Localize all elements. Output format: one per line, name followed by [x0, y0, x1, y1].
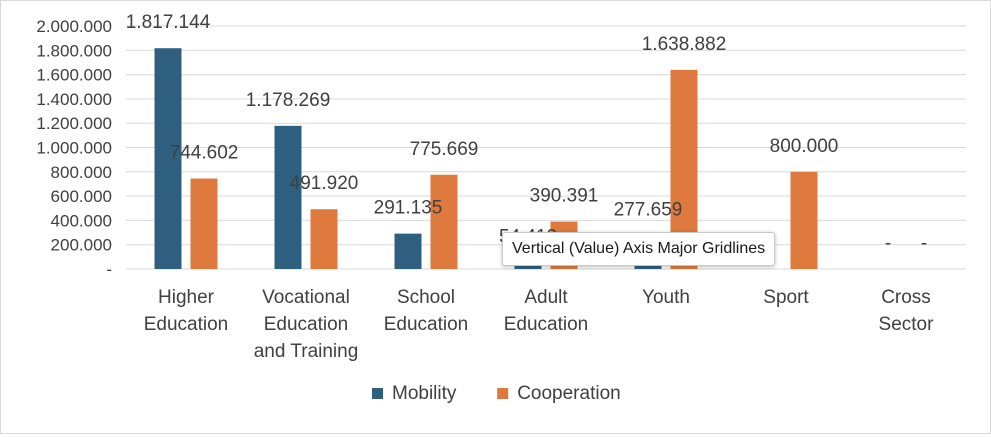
x-tick-label: Youth: [642, 287, 690, 308]
x-tick-label: Education: [144, 314, 229, 335]
y-axis: - 200.000 400.000 600.000 800.000 1.000.000 1.…: [36, 17, 112, 279]
bar-mobility: [394, 233, 422, 269]
y-tick-label: 200.000: [51, 236, 112, 255]
bar-cooperation: [310, 209, 338, 269]
data-label: -: [921, 233, 927, 254]
y-tick-label: 1.200.000: [36, 114, 112, 133]
data-label: 390.391: [530, 186, 599, 207]
legend-label-cooperation: Cooperation: [517, 383, 621, 404]
data-label: 277.659: [614, 199, 683, 220]
legend-swatch-cooperation: [497, 388, 509, 399]
x-tick-label: Education: [504, 314, 589, 335]
x-tick-label: Sport: [763, 287, 809, 308]
gridlines[interactable]: [126, 25, 966, 270]
y-tick-label: 1.600.000: [36, 66, 112, 85]
y-tick-label: 600.000: [51, 187, 112, 206]
x-tick-label: and Training: [254, 341, 359, 362]
data-label: 491.920: [290, 173, 359, 194]
bar-mobility: [154, 48, 182, 269]
bar-cooperation: [190, 178, 218, 269]
tooltip-text: Vertical (Value) Axis Major Gridlines: [512, 240, 766, 257]
legend: Mobility Cooperation: [372, 383, 621, 404]
bar-cooperation: [790, 171, 818, 269]
x-axis: Higher Education Vocational Education and Tr…: [144, 287, 934, 362]
legend-swatch-mobility: [372, 388, 383, 399]
y-tick-label: 400.000: [51, 211, 112, 230]
x-tick-label: Adult: [524, 287, 568, 308]
x-tick-label: Vocational: [262, 287, 350, 308]
x-tick-label: Sector: [879, 314, 935, 335]
bars: [154, 48, 818, 269]
y-tick-label: -: [106, 260, 112, 279]
x-tick-label: Higher: [158, 287, 215, 308]
data-label: 1.178.269: [246, 90, 331, 111]
data-label: 291.135: [374, 198, 443, 219]
y-tick-label: 800.000: [51, 163, 112, 182]
data-label: 744.602: [170, 143, 239, 164]
bar-cooperation: [430, 174, 458, 269]
x-tick-label: Cross: [881, 287, 931, 308]
x-tick-label: School: [397, 287, 455, 308]
x-tick-label: Education: [264, 314, 349, 335]
data-label: 1.817.144: [126, 12, 211, 33]
data-label: 1.638.882: [642, 34, 727, 55]
y-tick-label: 1.000.000: [36, 139, 112, 158]
data-label: 800.000: [770, 136, 839, 157]
data-label: 775.669: [410, 139, 479, 160]
gridlines-tooltip: Vertical (Value) Axis Major Gridlines: [502, 232, 776, 266]
legend-label-mobility: Mobility: [392, 383, 457, 404]
x-tick-label: Education: [384, 314, 469, 335]
data-label: -: [885, 233, 891, 254]
y-tick-label: 1.800.000: [36, 41, 112, 60]
data-labels: 1.817.144 744.602 1.178.269 491.920 291.135 7…: [126, 12, 927, 254]
bar-mobility: [274, 125, 302, 269]
y-tick-label: 1.400.000: [36, 90, 112, 109]
y-tick-label: 2.000.000: [36, 17, 112, 36]
